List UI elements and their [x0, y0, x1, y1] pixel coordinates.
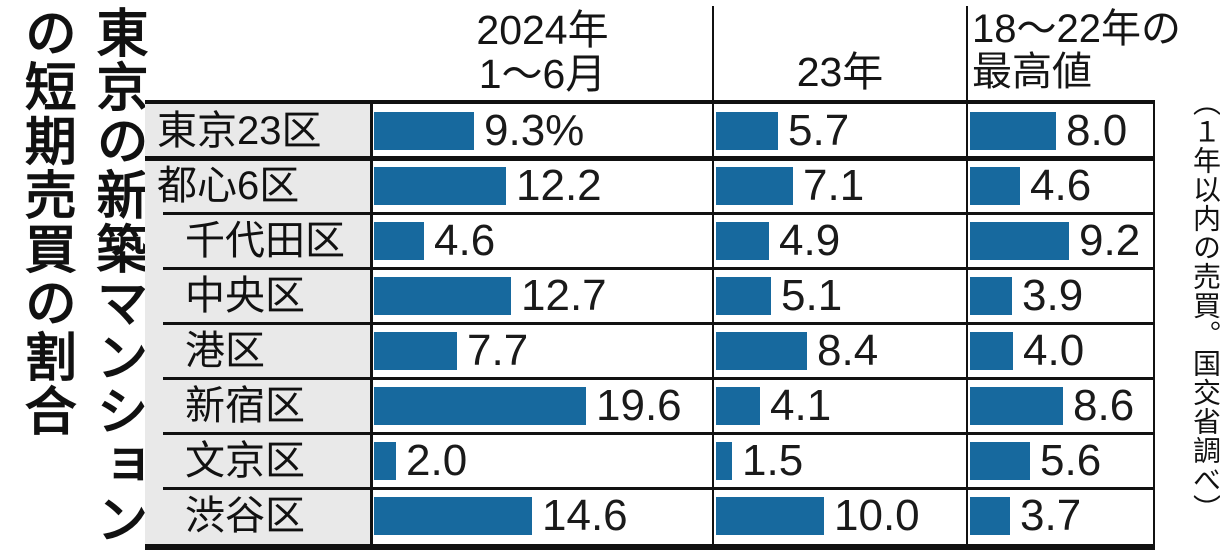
value-label: 5.1: [781, 271, 843, 320]
row-label: 東京23区: [157, 109, 322, 153]
value-bar: [716, 222, 769, 260]
value-label: 9.3%: [484, 106, 585, 155]
value-bar: [716, 497, 824, 535]
value-label: 4.1: [770, 381, 832, 430]
value-bar: [716, 387, 760, 425]
value-bar: [374, 497, 532, 535]
value-bar: [374, 442, 396, 480]
row-separator: [145, 156, 1155, 161]
value-bar: [374, 277, 511, 315]
column-header-2023: 23年: [796, 49, 884, 95]
row-label: 文京区: [185, 439, 305, 483]
value-label: 8.6: [1073, 381, 1135, 430]
row-separator: [163, 212, 1155, 215]
value-bar: [716, 332, 807, 370]
value-label: 4.6: [1030, 161, 1092, 210]
value-label: 9.2: [1079, 216, 1141, 265]
value-bar: [970, 387, 1063, 425]
value-label: 4.9: [779, 216, 841, 265]
value-label: 19.6: [596, 381, 682, 430]
value-label: 3.7: [1020, 491, 1082, 540]
value-label: 12.7: [521, 271, 607, 320]
value-label: 5.6: [1040, 436, 1102, 485]
row-label: 渋谷区: [185, 494, 305, 538]
value-bar: [716, 167, 793, 205]
value-label: 4.0: [1023, 326, 1085, 375]
value-label: 4.6: [434, 216, 496, 265]
value-label: 5.7: [788, 106, 850, 155]
value-bar: [374, 222, 424, 260]
row-separator: [163, 432, 1155, 435]
value-bar: [374, 332, 457, 370]
chart-title: 東京の新築マンションの短期売買の割合: [16, 6, 146, 546]
value-label: 3.9: [1022, 271, 1084, 320]
row-separator: [163, 487, 1155, 490]
row-label: 港区: [185, 329, 265, 373]
row-label: 中央区: [185, 274, 305, 318]
row-separator: [163, 322, 1155, 325]
value-label: 8.4: [817, 326, 879, 375]
value-label: 8.0: [1066, 106, 1128, 155]
value-bar: [716, 112, 778, 150]
value-bar: [970, 277, 1012, 315]
value-bar: [970, 442, 1030, 480]
row-label: 新宿区: [185, 384, 305, 428]
row-separator: [163, 267, 1155, 270]
value-bar: [970, 222, 1069, 260]
column-header-2018-22-peak: 18〜22年の 最高値: [972, 7, 1181, 95]
value-bar: [374, 167, 506, 205]
value-bar: [716, 442, 732, 480]
table-top-rule: [145, 100, 1155, 104]
value-label: 14.6: [542, 491, 628, 540]
column-divider-2: [966, 6, 968, 544]
table-bottom-rule: [145, 544, 1155, 550]
value-label: 1.5: [742, 436, 804, 485]
value-label: 7.7: [467, 326, 529, 375]
column-divider-1: [712, 6, 714, 544]
value-bar: [374, 387, 586, 425]
value-bar: [970, 112, 1056, 150]
value-bar: [716, 277, 771, 315]
value-bar: [970, 167, 1020, 205]
source-note: （１年以内の売買。国交省調べ）: [1190, 88, 1220, 523]
column-header-2024-jan-jun: 2024年 1〜6月: [476, 7, 609, 98]
row-label: 都心6区: [157, 164, 300, 208]
row-label: 千代田区: [185, 219, 345, 263]
value-bar: [374, 112, 474, 150]
value-label: 10.0: [834, 491, 920, 540]
value-label: 2.0: [406, 436, 468, 485]
value-label: 7.1: [803, 161, 865, 210]
value-label: 12.2: [516, 161, 602, 210]
value-bar: [970, 332, 1013, 370]
row-separator: [163, 377, 1155, 380]
value-bar: [970, 497, 1010, 535]
